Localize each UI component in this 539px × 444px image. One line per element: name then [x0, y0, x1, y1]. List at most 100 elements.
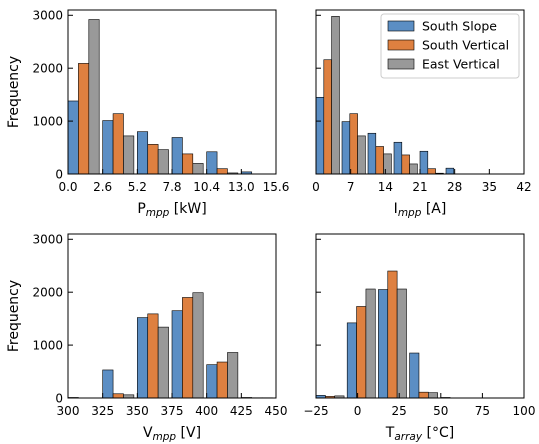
bar-east-vertical-bin-1	[331, 16, 340, 175]
bar-south-vertical-bin-4	[182, 297, 194, 399]
y-tick-label: 2000	[32, 285, 63, 299]
bar-south-slope-bin-3	[367, 132, 377, 175]
x-tick-label: 325	[91, 404, 114, 418]
bar-south-vertical-bin-2	[356, 306, 367, 399]
bar-south-vertical-bin-1	[78, 63, 90, 175]
x-tick-label: 50	[433, 404, 448, 418]
x-tick-label: 25	[392, 404, 407, 418]
bar-south-slope-bin-5	[206, 151, 218, 175]
bar-east-vertical-bin-3	[383, 153, 392, 175]
legend-label-east-vertical: East Vertical	[422, 57, 500, 72]
x-axis-label: Vmpp [V]	[143, 425, 201, 443]
legend-swatch-south-vertical	[387, 39, 415, 51]
bar-east-vertical-bin-2	[123, 135, 135, 175]
x-tick-label: 0.0	[58, 180, 77, 194]
y-tick-label: 2000	[32, 61, 63, 75]
panel-3: 300 325 350 375 400 425 450 0 1000 2000 3000 Vmpp […	[6, 233, 287, 443]
bar-south-vertical-bin-3	[387, 270, 398, 399]
bar-east-vertical-bin-3	[396, 288, 407, 399]
bar-south-slope-bin-1	[67, 100, 79, 175]
legend-swatch-east-vertical	[387, 58, 415, 70]
axes-frame	[315, 233, 525, 399]
x-tick-label: 14	[378, 180, 393, 194]
x-tick-label: 2.6	[93, 180, 112, 194]
bar-south-slope-bin-2	[341, 121, 351, 175]
bar-south-slope-bin-4	[171, 137, 183, 175]
bar-south-vertical-bin-5	[427, 168, 436, 175]
bar-east-vertical-bin-3	[157, 149, 169, 175]
x-tick-label: 0	[312, 180, 320, 194]
bar-east-vertical-bin-5	[227, 352, 239, 399]
x-tick-label: 28	[447, 180, 462, 194]
y-tick-label: 3000	[32, 233, 63, 247]
bar-south-vertical-bin-3	[375, 146, 384, 175]
bar-south-slope-bin-3	[137, 317, 149, 399]
bar-east-vertical-bin-3	[157, 326, 169, 399]
x-tick-label: 400	[195, 404, 218, 418]
panel-1: 0.0 2.6 5.2 7.8 10.4 13.0 15.6 0 1000 2000 3000 Pmp…	[6, 9, 289, 219]
x-tick-label: 100	[513, 404, 536, 418]
bar-south-vertical-bin-3	[147, 144, 159, 175]
bar-south-slope-bin-4	[409, 352, 420, 399]
y-tick-label: 0	[55, 391, 63, 405]
x-tick-label: 0	[354, 404, 362, 418]
y-axis-label: Frequency	[6, 56, 22, 128]
y-tick-label: 1000	[32, 114, 63, 128]
legend-label-south-slope: South Slope	[422, 19, 497, 34]
bar-east-vertical-bin-4	[409, 163, 418, 175]
x-tick-label: 13.0	[228, 180, 255, 194]
x-tick-label: 7	[347, 180, 355, 194]
x-tick-label: 450	[265, 404, 288, 418]
bar-south-slope-bin-5	[419, 150, 429, 175]
x-tick-label: 35	[482, 180, 497, 194]
bar-east-vertical-bin-4	[428, 392, 438, 399]
bar-east-vertical-bin-4	[192, 292, 204, 399]
bar-south-slope-bin-2	[346, 322, 357, 399]
x-tick-label: −25	[303, 404, 328, 418]
bar-south-vertical-bin-3	[147, 313, 159, 399]
bar-south-vertical-bin-2	[112, 113, 124, 175]
x-tick-label: 75	[475, 404, 490, 418]
legend-label-south-vertical: South Vertical	[422, 38, 509, 53]
bar-south-vertical-bin-4	[401, 154, 410, 175]
x-tick-label: 7.8	[162, 180, 181, 194]
bar-south-vertical-bin-1	[323, 59, 332, 175]
bar-east-vertical-bin-1	[88, 19, 100, 175]
bar-south-slope-bin-3	[378, 289, 389, 399]
x-axis-label: Tarray [°C]	[385, 425, 454, 443]
bar-south-slope-bin-3	[137, 131, 149, 175]
x-tick-label: 10.4	[193, 180, 220, 194]
bar-south-slope-bin-6	[445, 167, 455, 175]
y-tick-label: 3000	[32, 9, 63, 23]
bar-south-slope-bin-2	[102, 120, 114, 175]
bar-south-slope-bin-1	[315, 96, 325, 175]
x-tick-label: 15.6	[263, 180, 290, 194]
legend-swatch-south-slope	[387, 20, 415, 32]
bar-south-slope-bin-2	[102, 369, 114, 399]
bar-south-vertical-bin-4	[182, 153, 194, 175]
panels: 0.0 2.6 5.2 7.8 10.4 13.0 15.60100020003000Pmp…	[6, 9, 535, 443]
bar-south-vertical-bin-2	[112, 393, 124, 399]
x-tick-label: 5.2	[128, 180, 147, 194]
bar-south-slope-bin-4	[171, 310, 183, 399]
x-axis-label: Impp [A]	[394, 201, 447, 219]
x-tick-label: 375	[161, 404, 184, 418]
x-tick-label: 300	[57, 404, 80, 418]
x-tick-label: 350	[126, 404, 149, 418]
bar-south-vertical-bin-5	[216, 361, 228, 399]
bar-south-vertical-bin-5	[216, 168, 228, 175]
x-axis-label: Pmpp [kW]	[137, 201, 206, 219]
x-tick-label: 42	[516, 180, 531, 194]
y-tick-label: 1000	[32, 338, 63, 352]
x-tick-label: 21	[412, 180, 427, 194]
legend: South Slope South Vertical East Vertical	[380, 13, 520, 79]
bar-east-vertical-bin-4	[192, 163, 204, 175]
panel-4: −25 0 25 50 75 100 Tarray [°C]	[303, 233, 536, 443]
bar-east-vertical-bin-2	[365, 288, 376, 399]
bar-south-slope-bin-4	[393, 141, 403, 175]
bar-south-vertical-bin-2	[349, 113, 358, 175]
bar-east-vertical-bin-2	[357, 135, 366, 175]
bar-south-vertical-bin-4	[418, 391, 429, 399]
x-tick-label: 425	[230, 404, 253, 418]
